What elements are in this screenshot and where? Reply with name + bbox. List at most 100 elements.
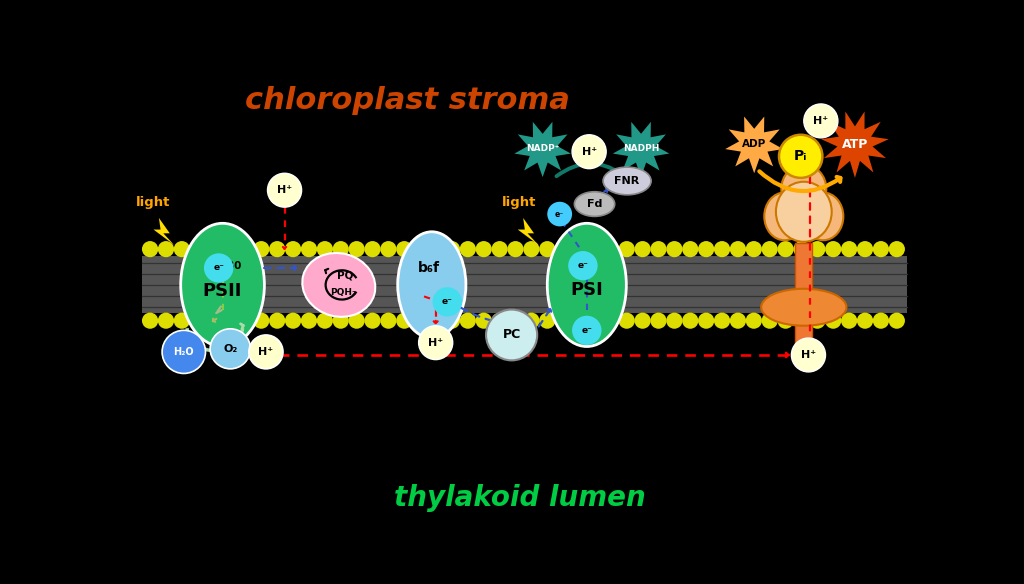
Circle shape	[428, 241, 444, 257]
Circle shape	[825, 312, 842, 329]
Circle shape	[682, 312, 698, 329]
Circle shape	[572, 316, 601, 345]
Circle shape	[316, 312, 333, 329]
Ellipse shape	[302, 253, 376, 317]
FancyBboxPatch shape	[796, 242, 812, 361]
Polygon shape	[725, 116, 783, 173]
Circle shape	[285, 312, 301, 329]
Circle shape	[698, 241, 715, 257]
Text: e⁻: e⁻	[442, 297, 453, 307]
Circle shape	[777, 312, 794, 329]
Text: H⁺: H⁺	[813, 116, 828, 126]
Circle shape	[809, 312, 825, 329]
Circle shape	[682, 241, 698, 257]
Circle shape	[206, 312, 222, 329]
Circle shape	[333, 241, 349, 257]
Circle shape	[568, 251, 598, 280]
Circle shape	[365, 312, 381, 329]
Circle shape	[142, 241, 159, 257]
Text: NADPH: NADPH	[623, 144, 659, 153]
Circle shape	[365, 241, 381, 257]
Circle shape	[762, 241, 778, 257]
Text: PSI: PSI	[570, 280, 603, 298]
Circle shape	[492, 312, 508, 329]
Circle shape	[572, 135, 606, 169]
Circle shape	[269, 241, 286, 257]
Circle shape	[158, 241, 174, 257]
Circle shape	[547, 201, 572, 227]
Circle shape	[889, 241, 905, 257]
Circle shape	[269, 312, 286, 329]
Circle shape	[189, 241, 206, 257]
Circle shape	[618, 241, 635, 257]
Circle shape	[841, 241, 857, 257]
Circle shape	[333, 312, 349, 329]
Circle shape	[396, 241, 413, 257]
Circle shape	[872, 241, 889, 257]
Ellipse shape	[180, 223, 264, 346]
Circle shape	[412, 312, 428, 329]
Circle shape	[301, 312, 317, 329]
Circle shape	[571, 241, 587, 257]
Polygon shape	[821, 112, 889, 178]
Circle shape	[380, 241, 396, 257]
Circle shape	[635, 312, 650, 329]
Circle shape	[206, 241, 222, 257]
Circle shape	[571, 312, 587, 329]
Circle shape	[142, 312, 159, 329]
Circle shape	[730, 241, 746, 257]
Circle shape	[587, 312, 603, 329]
Text: PQH₂: PQH₂	[331, 288, 356, 297]
Text: H₂O: H₂O	[173, 347, 195, 357]
Circle shape	[650, 312, 667, 329]
Circle shape	[603, 312, 618, 329]
Ellipse shape	[776, 182, 831, 242]
Circle shape	[443, 312, 460, 329]
Circle shape	[162, 331, 206, 373]
Text: e⁻: e⁻	[582, 326, 592, 335]
Circle shape	[794, 241, 810, 257]
Text: PQ: PQ	[337, 270, 353, 281]
Circle shape	[857, 241, 873, 257]
Circle shape	[587, 241, 603, 257]
Text: Fd: Fd	[587, 199, 602, 209]
Circle shape	[714, 312, 730, 329]
Circle shape	[210, 329, 251, 369]
Circle shape	[238, 312, 254, 329]
Text: e⁻: e⁻	[213, 263, 224, 273]
Circle shape	[301, 241, 317, 257]
Text: H⁺: H⁺	[258, 347, 273, 357]
Text: O₂: O₂	[223, 344, 238, 354]
Text: light: light	[135, 196, 170, 209]
Circle shape	[555, 241, 571, 257]
Circle shape	[492, 241, 508, 257]
Circle shape	[267, 173, 302, 207]
Circle shape	[285, 241, 301, 257]
Circle shape	[158, 312, 174, 329]
Circle shape	[189, 312, 206, 329]
Circle shape	[635, 241, 650, 257]
Ellipse shape	[574, 192, 614, 217]
Text: H⁺: H⁺	[276, 185, 292, 195]
Circle shape	[872, 312, 889, 329]
Circle shape	[603, 241, 618, 257]
Text: PC: PC	[503, 328, 521, 342]
Circle shape	[804, 104, 838, 138]
Ellipse shape	[761, 288, 847, 326]
Circle shape	[486, 310, 538, 360]
Circle shape	[204, 253, 233, 283]
Circle shape	[698, 312, 715, 329]
Circle shape	[238, 241, 254, 257]
Ellipse shape	[803, 193, 844, 240]
Circle shape	[348, 312, 365, 329]
Circle shape	[777, 241, 794, 257]
Text: e⁻: e⁻	[578, 261, 589, 270]
Text: ATP: ATP	[842, 137, 868, 151]
Circle shape	[396, 312, 413, 329]
Circle shape	[555, 312, 571, 329]
Circle shape	[249, 335, 283, 369]
Circle shape	[507, 312, 523, 329]
Circle shape	[419, 326, 453, 360]
Ellipse shape	[781, 165, 826, 213]
Circle shape	[412, 241, 428, 257]
